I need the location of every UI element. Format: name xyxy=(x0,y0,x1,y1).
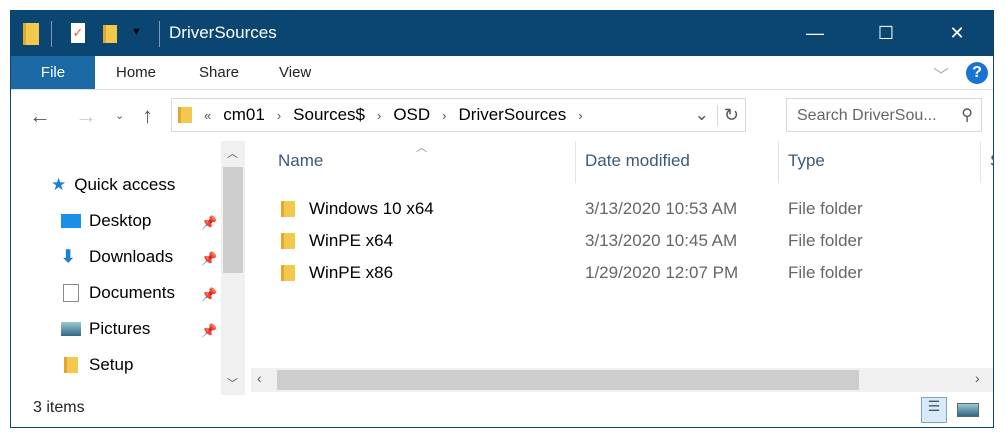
file-row[interactable]: WinPE x86 1/29/2020 12:07 PM File folder xyxy=(251,259,981,287)
tab-home[interactable]: Home xyxy=(116,64,157,81)
column-name[interactable]: Name xyxy=(278,151,324,170)
file-name: WinPE x64 xyxy=(309,231,394,250)
refresh-icon[interactable]: ↻ xyxy=(716,104,745,126)
scroll-up-icon[interactable]: ︿ xyxy=(227,148,238,160)
file-date: 3/13/2020 10:53 AM xyxy=(585,199,738,218)
nav-label: Documents xyxy=(89,283,175,302)
documents-icon xyxy=(63,284,79,302)
pin-icon[interactable]: 📌 xyxy=(201,287,218,302)
address-dropdown-icon[interactable]: ⌄ xyxy=(694,105,709,124)
folder-icon xyxy=(64,357,78,373)
nav-label: Downloads xyxy=(89,247,174,266)
maximize-button[interactable]: ☐ xyxy=(877,23,895,43)
pictures-icon xyxy=(61,322,81,336)
close-button[interactable]: ✕ xyxy=(949,23,965,43)
divider xyxy=(159,21,160,47)
desktop-icon xyxy=(61,214,81,228)
file-name: WinPE x86 xyxy=(309,263,394,282)
star-icon: ★ xyxy=(51,175,67,194)
search-placeholder: Search DriverSou... xyxy=(797,107,937,124)
tab-view[interactable]: View xyxy=(279,64,312,81)
pin-icon[interactable]: 📌 xyxy=(201,323,218,338)
nav-quick-access[interactable]: ★ Quick access xyxy=(51,175,175,195)
file-date: 1/29/2020 12:07 PM xyxy=(585,263,739,282)
window-title: DriverSources xyxy=(169,23,277,42)
scroll-right-icon[interactable]: › xyxy=(975,370,980,386)
ribbon-tabs: File Home Share View ﹀ ? xyxy=(11,56,993,90)
new-folder-icon[interactable] xyxy=(103,25,117,43)
scroll-thumb[interactable] xyxy=(277,370,859,390)
nav-desktop[interactable]: Desktop xyxy=(61,211,151,231)
nav-pictures[interactable]: Pictures xyxy=(61,319,150,339)
file-row[interactable]: Windows 10 x64 3/13/2020 10:53 AM File f… xyxy=(251,195,981,223)
pin-icon[interactable]: 📌 xyxy=(201,215,218,230)
navigation-pane: ★ Quick access Desktop ⬇ Downloads Documen… xyxy=(11,141,246,396)
folder-icon xyxy=(178,107,192,123)
file-type: File folder xyxy=(788,231,863,250)
column-divider xyxy=(575,141,576,183)
status-item-count: 3 items xyxy=(33,399,85,416)
back-button[interactable]: ← xyxy=(29,103,51,128)
tab-share[interactable]: Share xyxy=(199,64,240,81)
search-icon: ⚲ xyxy=(961,107,973,124)
nav-setup[interactable]: Setup xyxy=(61,355,133,375)
pin-icon[interactable]: 📌 xyxy=(201,251,218,266)
file-date: 3/13/2020 10:45 AM xyxy=(585,231,738,250)
crumb-cm01[interactable]: cm01 xyxy=(223,105,265,124)
download-icon: ⬇ xyxy=(61,247,76,266)
nav-downloads[interactable]: ⬇ Downloads xyxy=(61,247,173,267)
horizontal-scrollbar[interactable]: ‹ › xyxy=(251,368,993,392)
title-bar: ✓ ▼ DriverSources — ☐ ✕ xyxy=(11,11,993,56)
nav-label: Quick access xyxy=(74,175,176,194)
column-divider xyxy=(980,141,981,183)
help-icon[interactable]: ? xyxy=(966,62,988,84)
nav-label: Desktop xyxy=(89,211,152,230)
crumb-driversources[interactable]: DriverSources xyxy=(458,105,567,124)
folder-icon xyxy=(23,23,39,45)
properties-icon[interactable]: ✓ xyxy=(71,23,85,43)
nav-label: Setup xyxy=(89,355,134,374)
overflow-crumb[interactable]: « xyxy=(204,107,212,123)
scroll-left-icon[interactable]: ‹ xyxy=(257,370,262,386)
tab-file[interactable]: File xyxy=(11,56,95,89)
nav-documents[interactable]: Documents xyxy=(61,283,175,303)
sort-ascending-icon: ︿ xyxy=(416,142,427,154)
address-bar[interactable]: « cm01 › Sources$ › OSD › DriverSources › ⌄ … xyxy=(171,98,746,132)
column-date-modified[interactable]: Date modified xyxy=(585,151,690,170)
forward-button[interactable]: → xyxy=(75,103,97,128)
nav-label: Pictures xyxy=(89,319,151,338)
customize-quick-access-icon[interactable]: ▼ xyxy=(131,26,142,38)
crumb-osd[interactable]: OSD xyxy=(393,105,431,124)
minimize-button[interactable]: — xyxy=(806,23,824,43)
search-input[interactable]: Search DriverSou... ⚲ xyxy=(786,98,982,132)
scroll-down-icon[interactable]: ﹀ xyxy=(227,378,238,390)
explorer-window: ✓ ▼ DriverSources — ☐ ✕ File Home Share … xyxy=(10,10,994,428)
folder-icon xyxy=(281,233,295,249)
file-type: File folder xyxy=(788,263,863,282)
column-type[interactable]: Type xyxy=(788,151,825,170)
column-divider xyxy=(778,141,779,183)
recent-locations-icon[interactable]: ⌄ xyxy=(115,110,125,122)
column-size[interactable]: S xyxy=(990,151,994,171)
details-view-button[interactable]: ☰ xyxy=(921,397,947,423)
scroll-thumb[interactable] xyxy=(223,167,243,273)
file-row[interactable]: WinPE x64 3/13/2020 10:45 AM File folder xyxy=(251,227,981,255)
up-button[interactable]: ↑ xyxy=(142,103,153,128)
folder-icon xyxy=(281,265,295,281)
file-name: Windows 10 x64 xyxy=(309,199,434,218)
expand-ribbon-icon[interactable]: ﹀ xyxy=(933,68,950,85)
file-type: File folder xyxy=(788,199,863,218)
folder-icon xyxy=(281,201,295,217)
large-icons-view-button[interactable] xyxy=(957,403,979,417)
crumb-sources[interactable]: Sources$ xyxy=(293,105,365,124)
nav-vertical-scrollbar[interactable]: ︿ ﹀ xyxy=(221,141,245,395)
divider xyxy=(51,21,52,47)
